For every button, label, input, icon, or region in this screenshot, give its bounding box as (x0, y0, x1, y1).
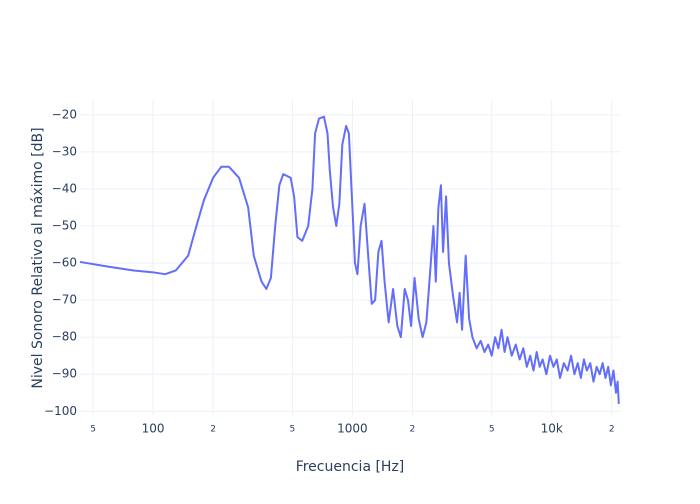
y-tick-label: −100 (44, 404, 77, 418)
x-tick-label: 2 (210, 425, 216, 435)
y-tick-label: −40 (52, 181, 77, 195)
y-axis-title: Nivel Sonoro Relativo al máximo [dB] (30, 127, 46, 388)
x-tick-label: 5 (90, 425, 96, 435)
y-tick-label: −80 (52, 330, 77, 344)
y-tick-label: −50 (52, 219, 77, 233)
y-tick-label: −60 (52, 256, 77, 270)
line-series (79, 115, 620, 404)
x-tick-label: 10k (541, 422, 563, 436)
y-tick-label: −90 (52, 367, 77, 381)
y-tick-label: −30 (52, 144, 77, 158)
x-tick-label: 100 (142, 422, 165, 436)
x-tick-label: 2 (410, 425, 416, 435)
y-tick-label: −70 (52, 293, 77, 307)
x-axis-title: Frecuencia [Hz] (296, 459, 405, 475)
x-tick-label: 5 (489, 425, 495, 435)
x-tick-label: 5 (290, 425, 296, 435)
x-tick-label: 1000 (337, 422, 368, 436)
y-tick-label: −20 (52, 107, 77, 121)
x-tick-label: 2 (609, 425, 615, 435)
